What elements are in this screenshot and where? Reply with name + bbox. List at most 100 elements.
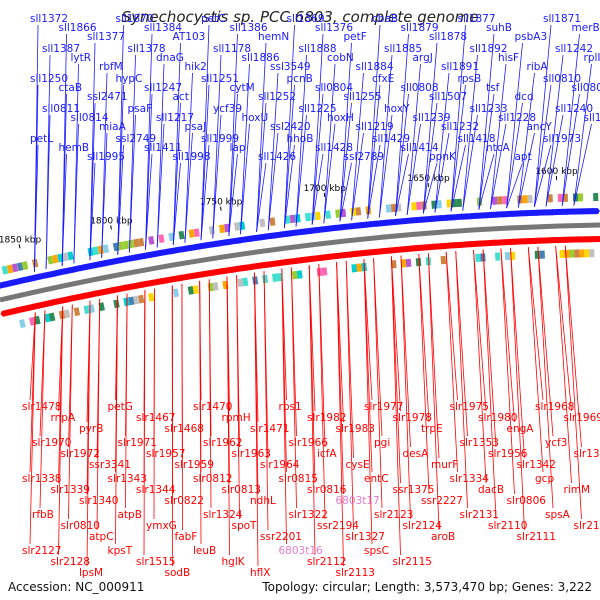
reverse-gene-label: engA	[507, 423, 535, 435]
reverse-cog-box	[405, 258, 412, 268]
reverse-cog-box	[63, 309, 71, 319]
forward-gene-label: sll1225	[299, 103, 337, 115]
reverse-gene-label: slr0816	[307, 484, 347, 496]
reverse-gene-label: slr1353	[460, 437, 499, 449]
reverse-gene-label: slr0812	[193, 473, 232, 485]
forward-gene-label: cbaB	[372, 13, 398, 25]
forward-gene-label: hemB	[59, 142, 90, 154]
reverse-gene-label: ymxG	[146, 520, 177, 532]
forward-leader-line	[378, 114, 393, 218]
forward-cog-box	[557, 193, 563, 202]
reverse-leader-line	[363, 259, 373, 545]
forward-gene-label: sll1217	[156, 112, 194, 124]
reverse-gene-label: rnpA	[51, 412, 76, 424]
forward-gene-label: sll1232	[441, 121, 479, 133]
forward-cog-box	[21, 261, 29, 271]
tick-label: 1650 kbp	[407, 174, 450, 184]
forward-leader-line	[212, 54, 222, 239]
reverse-gene-label: slr1468	[165, 423, 204, 435]
reverse-gene-label: slr1467	[136, 412, 175, 424]
reverse-gene-label: slr1470	[193, 401, 232, 413]
forward-leader-line	[200, 24, 210, 241]
forward-cog-box	[224, 223, 231, 233]
reverse-gene-label: dacB	[478, 484, 504, 496]
forward-gene-label: argJ	[413, 52, 433, 64]
forward-leader-line	[283, 24, 295, 229]
reverse-cog-box	[584, 249, 590, 258]
reverse-gene-label: slr0815	[279, 473, 318, 485]
forward-gene-label: psbA3	[515, 31, 548, 43]
reverse-leader-line	[527, 247, 544, 401]
reverse-leader-line	[29, 312, 36, 545]
reverse-gene-label: ssr1375	[393, 484, 435, 496]
reverse-gene-label: spsC	[364, 545, 389, 557]
forward-gene-label: sll1998	[173, 151, 211, 163]
forward-gene-label: ycf39	[213, 103, 242, 115]
reverse-gene-label: slr1966	[289, 437, 329, 449]
forward-cog-box	[547, 194, 553, 203]
forward-gene-label: ssl2471	[87, 91, 128, 103]
reverse-leader-line	[199, 280, 202, 545]
reverse-gene-label: rps1	[279, 401, 302, 413]
tick-label: 1850 kbp	[0, 235, 41, 245]
forward-gene-label: sll1418	[458, 133, 496, 145]
forward-gene-label: psaF	[128, 103, 153, 115]
forward-cog-box	[234, 222, 241, 231]
forward-leader-line	[367, 24, 381, 219]
forward-leader-line	[395, 33, 409, 216]
reverse-cog-box	[33, 315, 41, 325]
reverse-leader-line	[510, 247, 525, 459]
reverse-leader-line	[39, 310, 46, 509]
forward-leader-line	[478, 93, 495, 210]
forward-leader-line	[323, 123, 336, 224]
forward-leader-line	[545, 54, 564, 207]
forward-gene-label: cfxE	[372, 73, 394, 85]
forward-cog-box	[522, 195, 528, 204]
forward-gene-label: lytR	[71, 52, 92, 64]
forward-gene-label: petF	[344, 31, 367, 43]
reverse-leader-line	[445, 251, 458, 473]
forward-cog-box	[502, 196, 508, 205]
forward-leader-line	[462, 54, 478, 211]
reverse-cog-box	[237, 278, 244, 288]
reverse-gene-label: slr1343	[108, 473, 147, 485]
reverse-gene-label: 6803t16	[279, 545, 324, 557]
forward-leader-line	[89, 102, 96, 261]
reverse-gene-label: slr1334	[450, 473, 490, 485]
reverse-gene-label: rfbB	[32, 509, 54, 521]
reverse-gene-label: slr1975	[450, 401, 489, 413]
forward-leader-line	[351, 72, 364, 221]
forward-leader-line	[101, 72, 108, 258]
reverse-gene-arrow	[592, 236, 600, 243]
reverse-cog-box	[569, 249, 575, 258]
reverse-leader-line	[482, 249, 497, 520]
forward-cog-box	[436, 200, 442, 209]
forward-gene-label: sll1251	[201, 73, 239, 85]
reverse-gene-label: slr2121	[574, 520, 600, 532]
forward-leader-line	[339, 162, 352, 222]
reverse-cog-box	[351, 263, 358, 273]
forward-cog-box	[193, 228, 200, 238]
forward-leader-line	[117, 84, 124, 255]
forward-leader-line	[406, 63, 421, 215]
forward-gene-label: sll1377	[87, 31, 125, 43]
reverse-leader-line	[181, 283, 183, 531]
forward-gene-label: sll1386	[230, 22, 268, 34]
forward-cog-box	[138, 237, 145, 247]
reverse-leader-line	[68, 304, 73, 520]
forward-gene-label: hoxH	[327, 112, 354, 124]
forward-cog-box	[456, 198, 463, 208]
forward-gene-label: hoxY	[384, 103, 410, 115]
forward-gene-label: sll1414	[401, 142, 439, 154]
forward-gene-label: sll1250	[30, 73, 68, 85]
reverse-leader-line	[373, 258, 383, 437]
forward-gene-label: sll0814	[71, 112, 109, 124]
forward-cog-box	[304, 212, 311, 222]
forward-gene-label: AT103	[173, 31, 206, 43]
forward-gene-label: sll1241	[584, 112, 600, 124]
forward-cog-box	[62, 252, 69, 262]
forward-leader-line	[378, 54, 393, 218]
forward-gene-label: ppnK	[429, 151, 457, 163]
forward-gene-label: sll1428	[315, 142, 353, 154]
